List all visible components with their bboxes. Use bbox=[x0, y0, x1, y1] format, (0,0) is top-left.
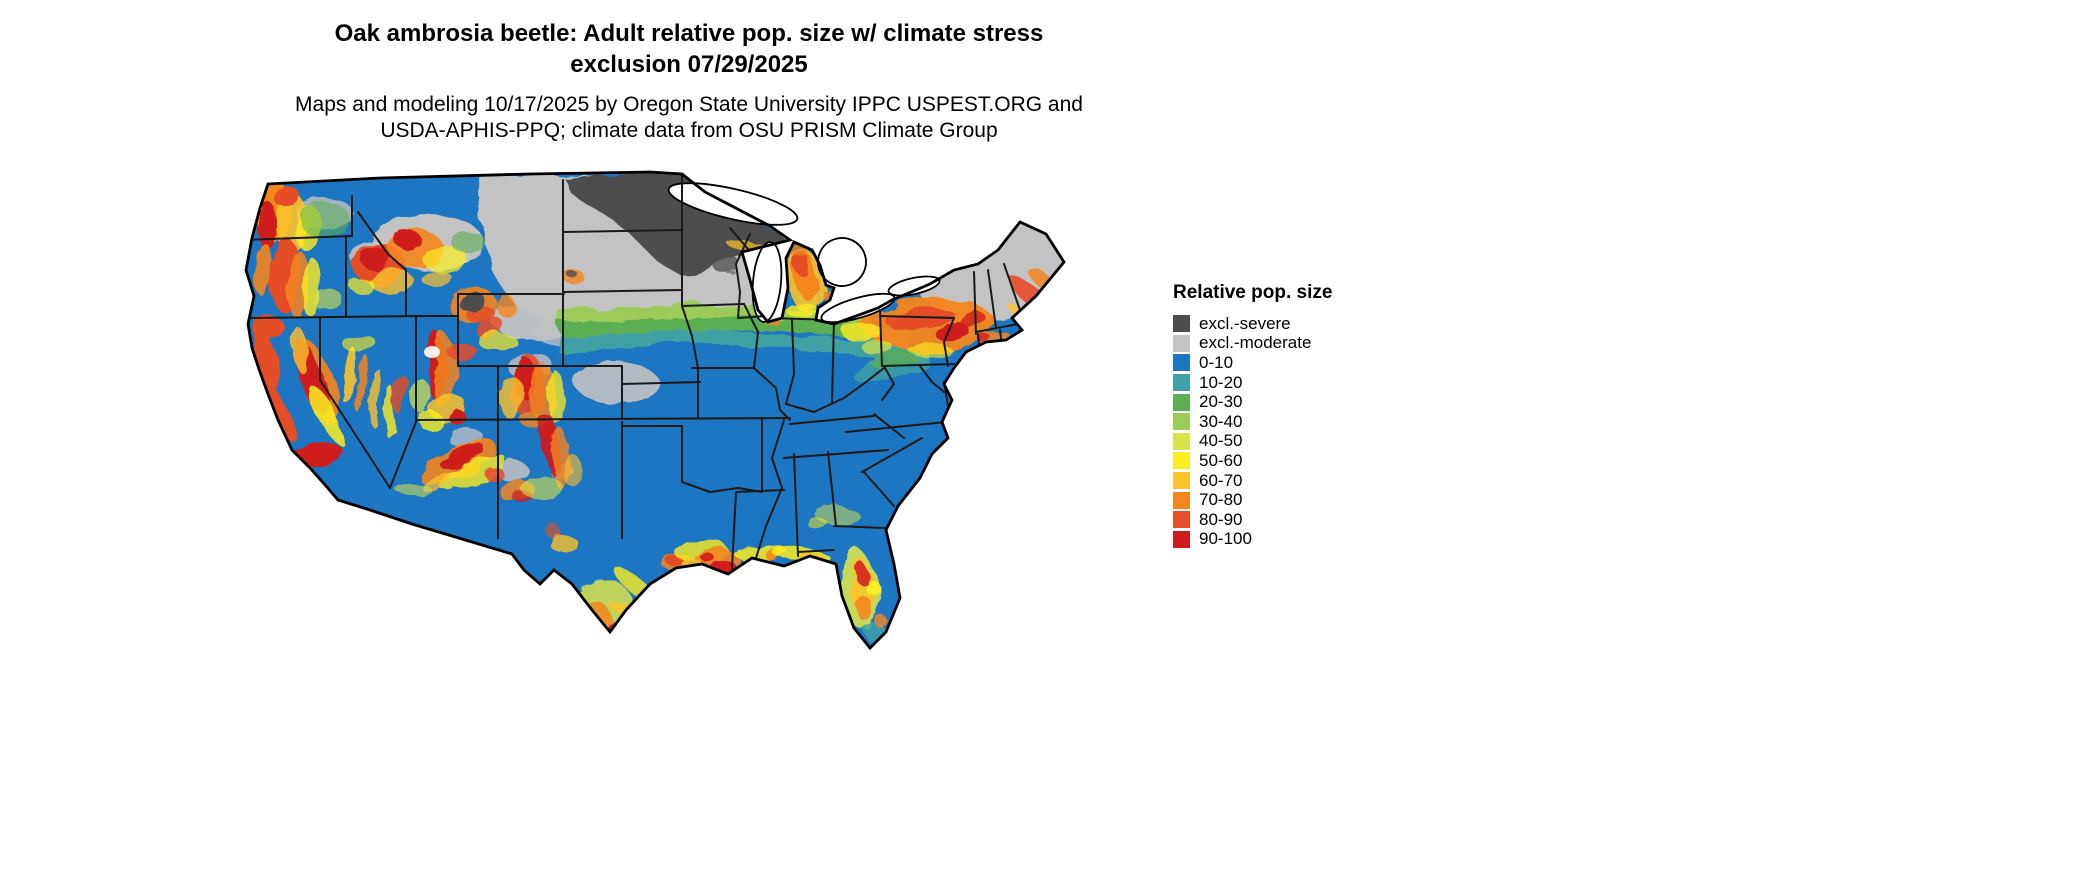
legend-item-excl_severe: excl.-severe bbox=[1173, 314, 1332, 334]
legend-item-p90_100: 90-100 bbox=[1173, 529, 1332, 550]
legend-item-p40_50: 40-50 bbox=[1173, 431, 1332, 452]
lake-huron bbox=[817, 237, 867, 287]
legend-swatch bbox=[1173, 315, 1190, 333]
map-raster-blobs bbox=[250, 172, 1062, 643]
title-line-1: Oak ambrosia beetle: Adult relative pop.… bbox=[334, 20, 1044, 47]
legend-label: 20-30 bbox=[1199, 392, 1243, 412]
legend-swatch bbox=[1173, 530, 1190, 548]
state-borders bbox=[246, 173, 1023, 569]
legend-label: 70-80 bbox=[1199, 490, 1243, 510]
map-raster bbox=[246, 172, 1064, 648]
legend-item-p70_80: 70-80 bbox=[1173, 490, 1332, 510]
legend-title: Relative pop. size bbox=[1173, 282, 1333, 303]
legend-swatch bbox=[1173, 511, 1190, 529]
lake-michigan bbox=[751, 241, 783, 323]
legend-item-excl_moderate: excl.-moderate bbox=[1173, 333, 1332, 354]
legend-item-p0_10: 0-10 bbox=[1173, 353, 1332, 373]
legend-swatch bbox=[1173, 374, 1190, 392]
legend-swatch bbox=[1173, 393, 1190, 411]
legend-label: 60-70 bbox=[1199, 470, 1243, 490]
legend-item-p30_40: 30-40 bbox=[1173, 412, 1332, 432]
us-map bbox=[244, 170, 1066, 650]
map-subtitle: Maps and modeling 10/17/2025 by Oregon S… bbox=[0, 92, 1378, 144]
legend-label: 30-40 bbox=[1199, 411, 1243, 431]
legend-swatch bbox=[1173, 334, 1190, 352]
legend-item-p10_20: 10-20 bbox=[1173, 373, 1332, 393]
legend-label: 0-10 bbox=[1199, 352, 1234, 372]
lake-superior bbox=[667, 182, 799, 226]
legend-items: excl.-severe excl.-moderate 0-10 10-20 20-30… bbox=[1173, 314, 1332, 549]
legend-item-p20_30: 20-30 bbox=[1173, 392, 1332, 412]
legend-swatch bbox=[1173, 354, 1190, 372]
legend-swatch bbox=[1173, 432, 1190, 450]
legend-label: 10-20 bbox=[1199, 372, 1243, 392]
legend-label: excl.-severe bbox=[1199, 313, 1291, 333]
great-salt-lake bbox=[424, 346, 440, 358]
legend: Relative pop. size excl.-severe excl.-mod… bbox=[1173, 282, 1332, 549]
legend-item-p80_90: 80-90 bbox=[1173, 510, 1332, 530]
legend-label: excl.-moderate bbox=[1199, 333, 1312, 353]
subtitle-line-1: Maps and modeling 10/17/2025 by Oregon S… bbox=[295, 93, 1083, 116]
great-lakes bbox=[424, 182, 941, 358]
legend-swatch bbox=[1173, 472, 1190, 490]
lake-ontario bbox=[887, 275, 941, 297]
legend-label: 90-100 bbox=[1199, 529, 1252, 549]
title-line-2: exclusion 07/29/2025 bbox=[570, 51, 808, 78]
legend-label: 80-90 bbox=[1199, 509, 1243, 529]
subtitle-line-2: USDA-APHIS-PPQ; climate data from OSU PR… bbox=[380, 119, 998, 142]
map-title: Oak ambrosia beetle: Adult relative pop.… bbox=[0, 18, 1378, 80]
legend-item-p50_60: 50-60 bbox=[1173, 451, 1332, 471]
legend-swatch bbox=[1173, 491, 1190, 509]
legend-swatch bbox=[1173, 413, 1190, 431]
legend-item-p60_70: 60-70 bbox=[1173, 471, 1332, 491]
legend-label: 40-50 bbox=[1199, 431, 1243, 451]
legend-swatch bbox=[1173, 452, 1190, 470]
legend-label: 50-60 bbox=[1199, 450, 1243, 470]
